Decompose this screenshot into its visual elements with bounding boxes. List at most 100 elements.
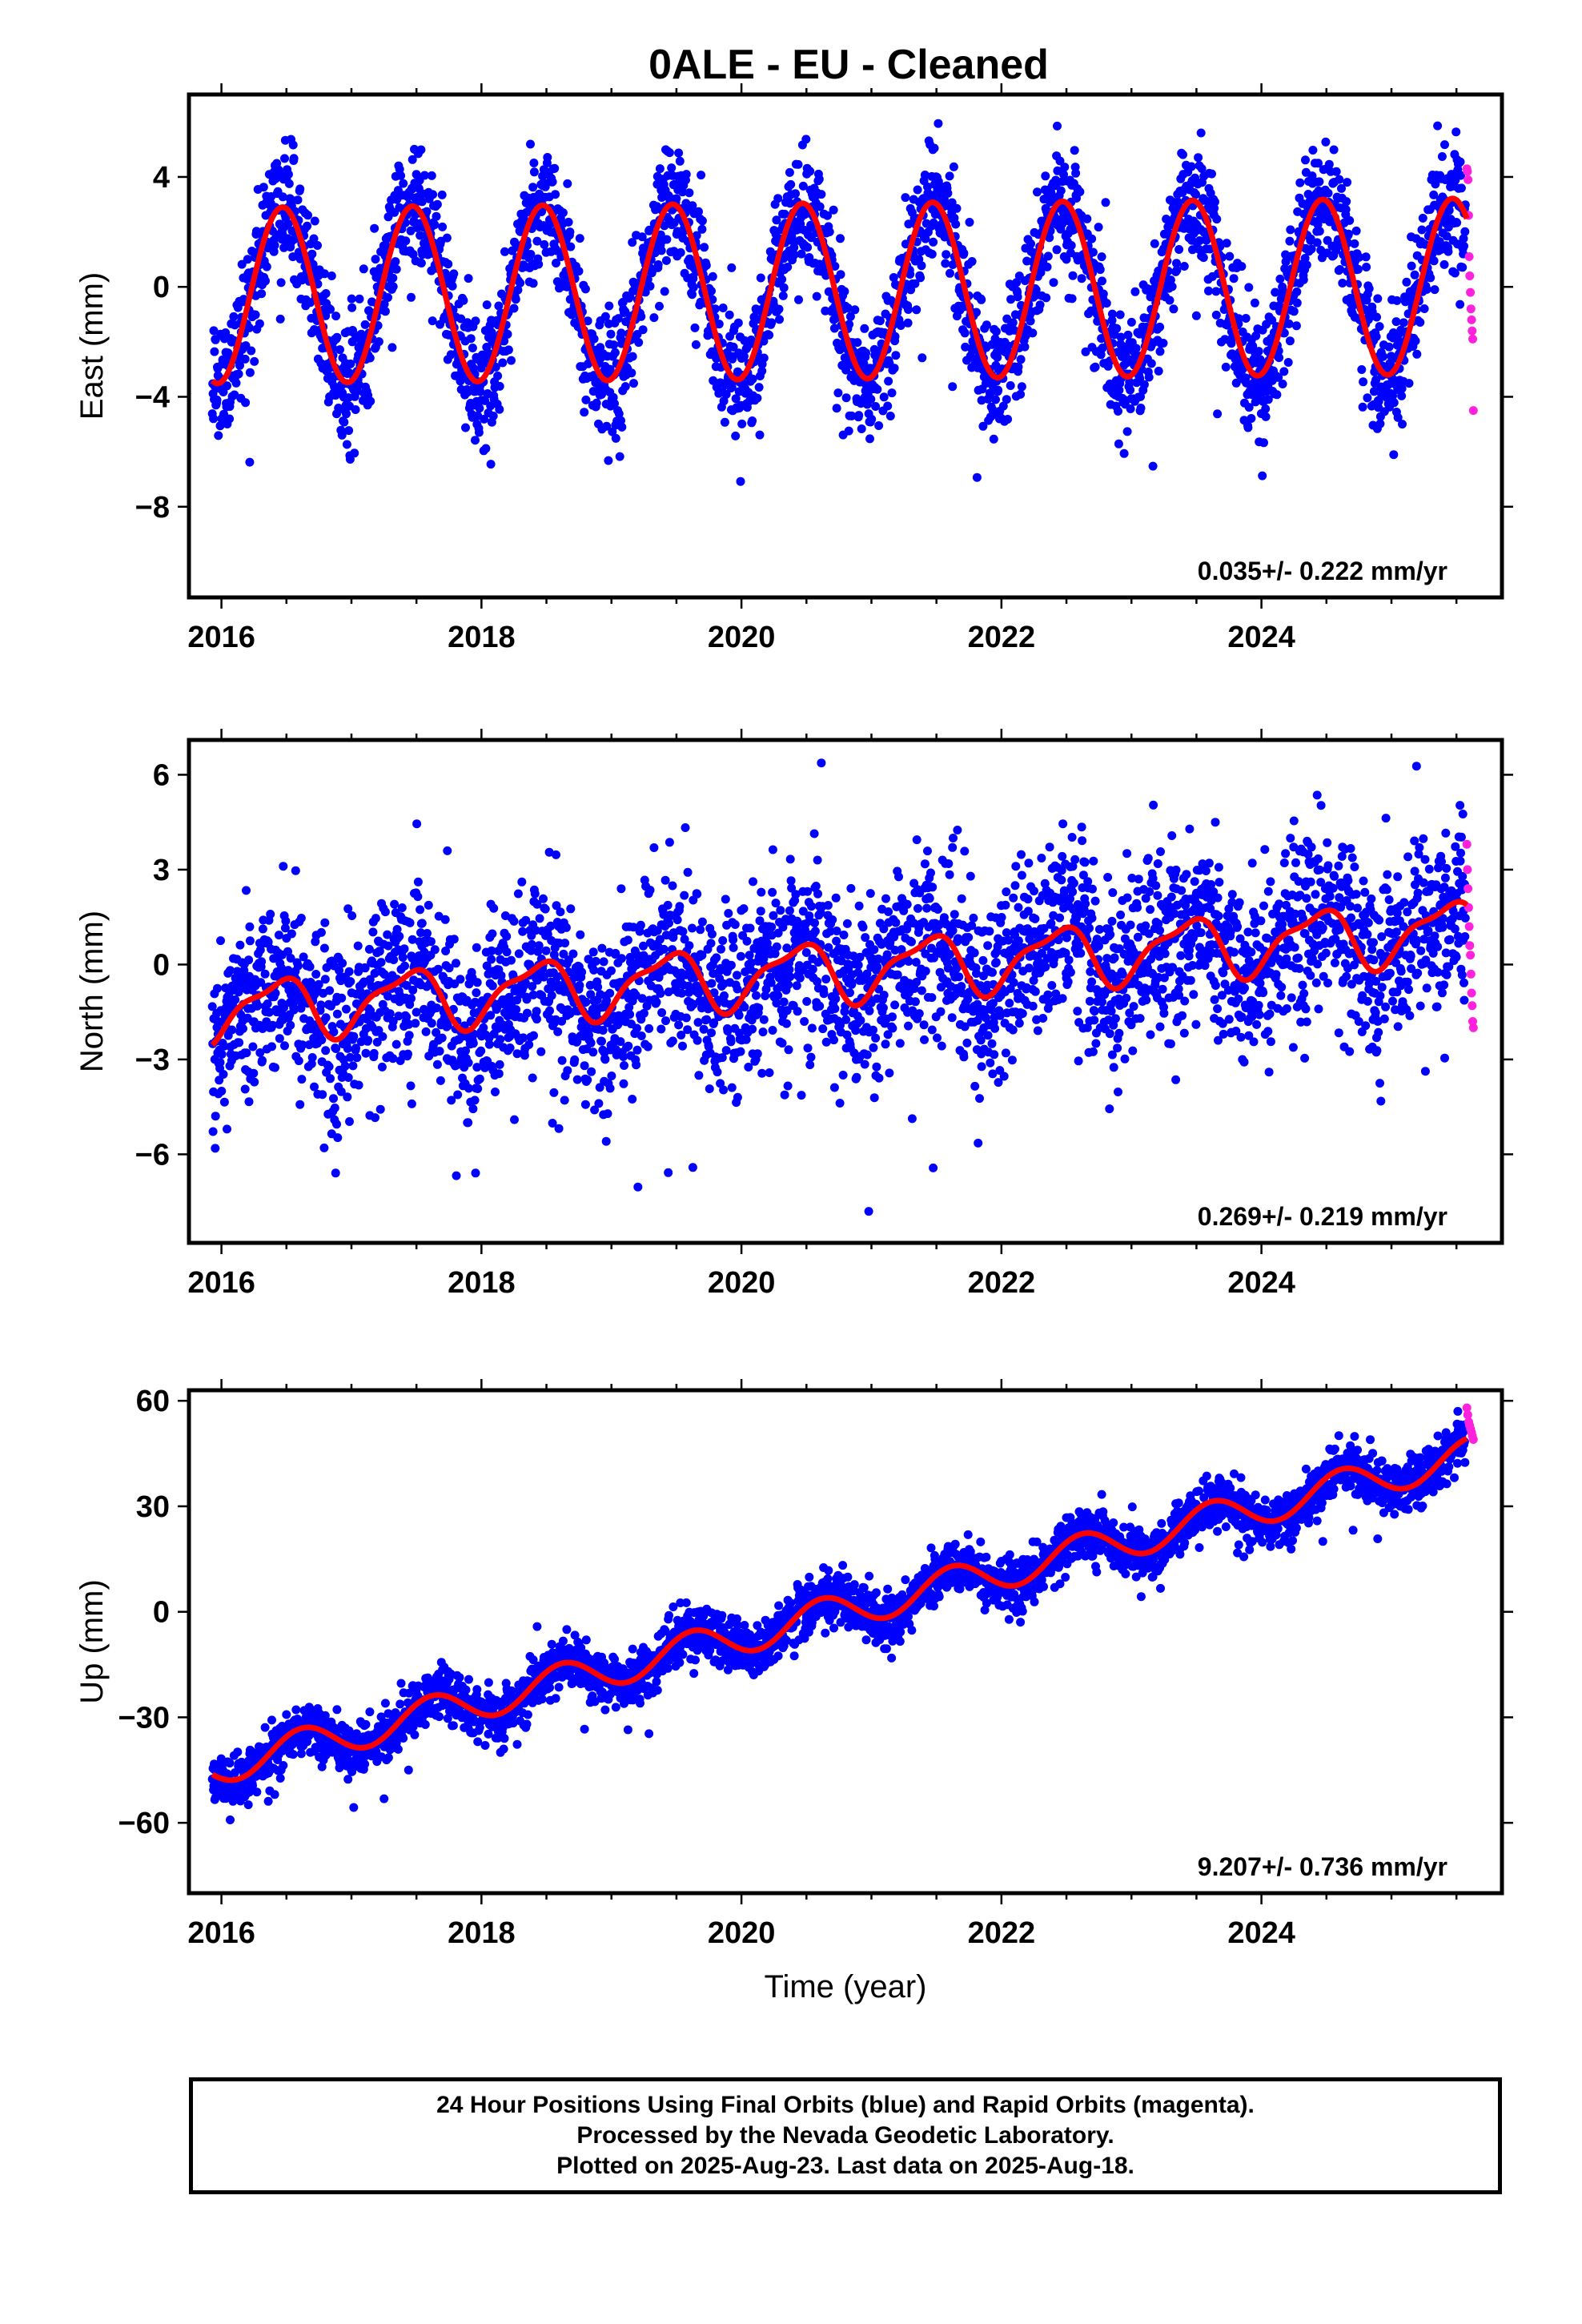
north-final-point — [398, 953, 408, 962]
east-final-point — [468, 344, 477, 352]
north-final-point — [316, 927, 326, 937]
east-final-point — [1225, 251, 1235, 261]
east-final-point — [627, 368, 636, 378]
east-final-point — [634, 338, 644, 348]
east-final-point — [1312, 238, 1322, 247]
east-final-point — [1379, 352, 1387, 361]
north-final-point — [624, 1003, 634, 1012]
north-final-point — [394, 1011, 404, 1021]
north-final-point — [787, 883, 797, 893]
east-final-point — [972, 472, 982, 482]
east-final-point — [1335, 265, 1345, 274]
north-final-point — [625, 1010, 635, 1019]
north-final-point — [643, 1042, 652, 1051]
north-final-point — [507, 955, 516, 965]
north-final-point — [705, 1084, 714, 1094]
east-final-point — [660, 287, 669, 296]
east-final-point — [825, 227, 834, 236]
north-final-point — [307, 1053, 317, 1062]
north-final-point — [591, 956, 600, 966]
north-final-point — [402, 981, 412, 990]
north-final-point — [255, 945, 265, 955]
east-final-point — [986, 388, 996, 397]
east-final-point — [1169, 304, 1178, 314]
north-final-point — [444, 963, 454, 973]
east-final-point — [673, 227, 682, 236]
east-rapid-point — [1466, 304, 1476, 314]
east-final-point — [399, 179, 408, 188]
north-final-point — [821, 975, 831, 984]
north-final-point — [310, 1082, 319, 1092]
figure-title: 0ALE - EU - Cleaned — [648, 42, 1049, 88]
east-final-point — [1234, 314, 1243, 324]
east-final-point — [1191, 311, 1201, 320]
east-final-point — [548, 177, 557, 187]
east-final-point — [1126, 317, 1136, 327]
north-final-point — [809, 829, 819, 838]
north-final-point — [636, 920, 645, 930]
north-final-point — [793, 916, 802, 926]
east-final-point — [1042, 293, 1051, 303]
north-final-point — [548, 1119, 557, 1128]
north-final-point — [688, 1163, 697, 1172]
east-final-point — [1139, 380, 1149, 389]
north-final-point — [632, 1060, 641, 1070]
east-final-point — [1008, 318, 1018, 328]
east-final-point — [1389, 398, 1399, 408]
east-final-point — [1221, 362, 1231, 372]
north-final-point — [263, 937, 273, 947]
north-final-point — [475, 1074, 484, 1084]
east-final-point — [982, 320, 991, 330]
east-final-point — [344, 426, 354, 436]
east-final-point — [857, 424, 866, 433]
east-final-point — [1012, 278, 1022, 287]
east-final-point — [1131, 344, 1141, 353]
east-final-point — [1188, 245, 1197, 255]
north-final-point — [267, 1042, 276, 1051]
north-final-point — [683, 867, 693, 877]
north-final-point — [514, 949, 524, 959]
east-final-point — [991, 395, 1000, 404]
north-final-point — [432, 1059, 442, 1069]
east-final-point — [1146, 359, 1156, 368]
east-final-point — [225, 414, 235, 424]
east-final-point — [1077, 274, 1086, 283]
east-final-point — [920, 171, 930, 179]
east-final-point — [1412, 349, 1422, 359]
north-final-point — [619, 1052, 628, 1061]
east-rapid-point — [1467, 315, 1476, 324]
north-final-point — [245, 936, 255, 946]
east-final-point — [1410, 270, 1419, 279]
east-final-point — [1026, 239, 1035, 248]
east-data-layer — [207, 119, 1478, 486]
east-final-point — [1329, 145, 1339, 155]
north-final-point — [343, 1092, 352, 1102]
east-final-point — [1402, 277, 1411, 287]
north-final-point — [597, 943, 607, 953]
east-final-point — [1178, 150, 1187, 159]
north-final-point — [802, 997, 812, 1006]
east-final-point — [278, 192, 287, 202]
north-final-point — [488, 929, 497, 939]
north-final-point — [239, 1024, 247, 1033]
east-final-point — [694, 207, 703, 216]
north-final-point — [250, 1077, 259, 1087]
east-final-point — [930, 143, 939, 153]
east-final-point — [629, 379, 638, 388]
east-final-point — [765, 330, 774, 340]
east-final-point — [779, 283, 789, 292]
north-final-point — [595, 1083, 604, 1092]
east-final-point — [1299, 275, 1308, 284]
north-final-point — [404, 1031, 414, 1040]
north-final-point — [371, 914, 380, 923]
east-final-point — [1407, 261, 1416, 271]
north-final-point — [530, 889, 540, 899]
north-final-point — [730, 920, 740, 929]
north-final-point — [757, 887, 766, 897]
east-final-point — [1404, 379, 1414, 388]
north-final-point — [778, 923, 788, 932]
north-final-point — [785, 972, 795, 982]
east-final-point — [1397, 384, 1407, 393]
north-final-point — [413, 892, 423, 902]
east-final-point — [212, 395, 222, 404]
